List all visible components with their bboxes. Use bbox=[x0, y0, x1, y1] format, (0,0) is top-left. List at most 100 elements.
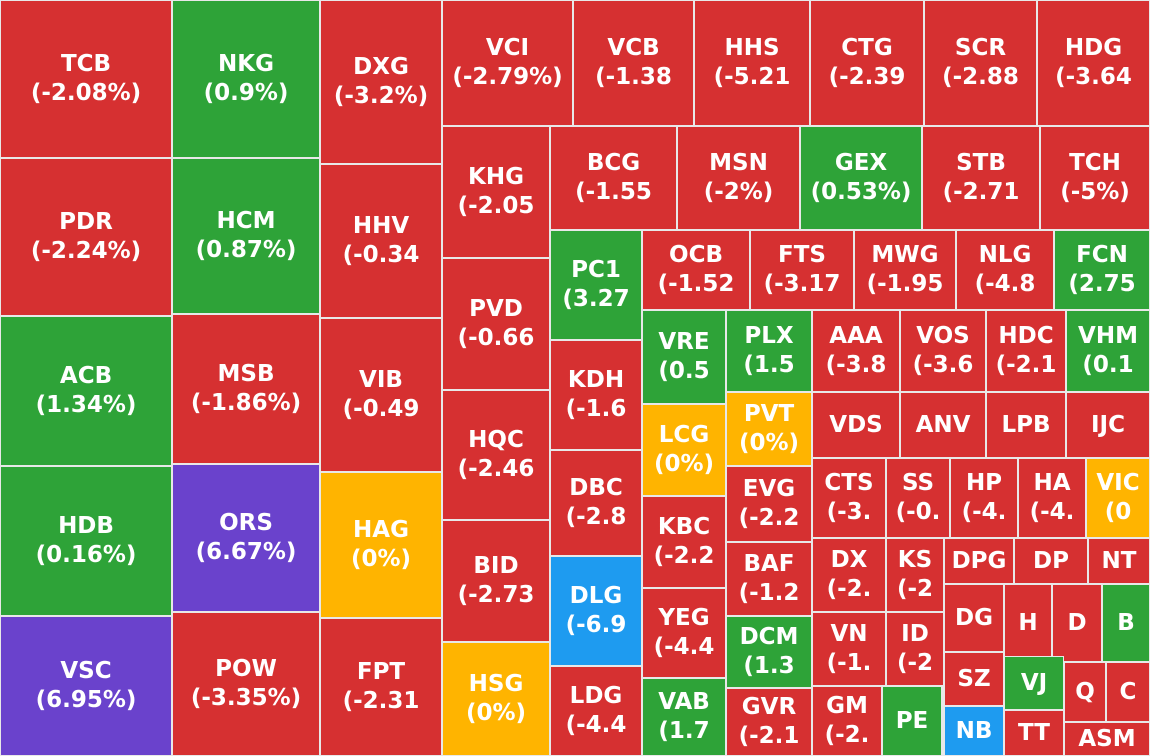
tile-pow[interactable]: POW (-3.35%) bbox=[172, 612, 320, 756]
tile-vab[interactable]: VAB (1.7 bbox=[642, 678, 726, 756]
tile-hqc[interactable]: HQC (-2.46 bbox=[442, 390, 550, 520]
tile-tch[interactable]: TCH (-5%) bbox=[1040, 126, 1150, 230]
tile-change: (-4. bbox=[1029, 499, 1075, 525]
tile-fpt[interactable]: FPT (-2.31 bbox=[320, 618, 442, 756]
tile-vic[interactable]: VIC (0 bbox=[1086, 458, 1150, 538]
tile-dbc[interactable]: DBC (-2.8 bbox=[550, 450, 642, 556]
tile-ticker: NLG bbox=[978, 242, 1032, 268]
tile-anv[interactable]: ANV bbox=[900, 392, 986, 458]
tile-vci[interactable]: VCI (-2.79%) bbox=[442, 0, 573, 126]
tile-ors[interactable]: ORS (6.67%) bbox=[172, 464, 320, 612]
tile-lcg[interactable]: LCG (0%) bbox=[642, 404, 726, 496]
tile-pc1[interactable]: PC1 (3.27 bbox=[550, 230, 642, 340]
tile-hdc[interactable]: HDC (-2.1 bbox=[986, 310, 1066, 392]
tile-vn[interactable]: VN (-1. bbox=[812, 612, 886, 686]
tile-ha[interactable]: HA (-4. bbox=[1018, 458, 1086, 538]
tile-cts[interactable]: CTS (-3. bbox=[812, 458, 886, 538]
tile-kbc[interactable]: KBC (-2.2 bbox=[642, 496, 726, 588]
tile-d[interactable]: D bbox=[1052, 584, 1102, 662]
tile-kdh[interactable]: KDH (-1.6 bbox=[550, 340, 642, 450]
tile-gm[interactable]: GM (-2. bbox=[812, 686, 882, 756]
tile-ticker: BAF bbox=[743, 551, 795, 577]
tile-ticker: TCH bbox=[1069, 150, 1121, 176]
tile-id[interactable]: ID (-2 bbox=[886, 612, 944, 686]
tile-nkg[interactable]: NKG (0.9%) bbox=[172, 0, 320, 158]
tile-dp[interactable]: DP bbox=[1014, 538, 1088, 584]
tile-vcb[interactable]: VCB (-1.38 bbox=[573, 0, 694, 126]
tile-ks[interactable]: KS (-2 bbox=[886, 538, 944, 612]
tile-dg[interactable]: DG bbox=[944, 584, 1004, 652]
tile-stb[interactable]: STB (-2.71 bbox=[922, 126, 1040, 230]
tile-ocb[interactable]: OCB (-1.52 bbox=[642, 230, 750, 310]
tile-bid[interactable]: BID (-2.73 bbox=[442, 520, 550, 642]
tile-hag[interactable]: HAG (0%) bbox=[320, 472, 442, 618]
tile-acb[interactable]: ACB (1.34%) bbox=[0, 316, 172, 466]
tile-msn[interactable]: MSN (-2%) bbox=[677, 126, 800, 230]
tile-vsc[interactable]: VSC (6.95%) bbox=[0, 616, 172, 756]
tile-fts[interactable]: FTS (-3.17 bbox=[750, 230, 854, 310]
tile-ticker: CTS bbox=[824, 470, 874, 496]
tile-evg[interactable]: EVG (-2.2 bbox=[726, 466, 812, 542]
tile-scr[interactable]: SCR (-2.88 bbox=[924, 0, 1037, 126]
tile-gex[interactable]: GEX (0.53%) bbox=[800, 126, 922, 230]
tile-aaa[interactable]: AAA (-3.8 bbox=[812, 310, 900, 392]
tile-dcm[interactable]: DCM (1.3 bbox=[726, 616, 812, 688]
tile-plx[interactable]: PLX (1.5 bbox=[726, 310, 812, 392]
tile-change: (1.7 bbox=[658, 718, 710, 744]
tile-yeg[interactable]: YEG (-4.4 bbox=[642, 588, 726, 678]
tile-pvt[interactable]: PVT (0%) bbox=[726, 392, 812, 466]
tile-ijc[interactable]: IJC bbox=[1066, 392, 1150, 458]
tile-fcn[interactable]: FCN (2.75 bbox=[1054, 230, 1150, 310]
tile-dx[interactable]: DX (-2. bbox=[812, 538, 886, 612]
tile-ticker: HAG bbox=[353, 517, 409, 543]
tile-nlg[interactable]: NLG (-4.8 bbox=[956, 230, 1054, 310]
tile-pdr[interactable]: PDR (-2.24%) bbox=[0, 158, 172, 316]
tile-b[interactable]: B bbox=[1102, 584, 1150, 662]
tile-dxg[interactable]: DXG (-3.2%) bbox=[320, 0, 442, 164]
tile-sz[interactable]: SZ bbox=[944, 652, 1004, 706]
tile-baf[interactable]: BAF (-1.2 bbox=[726, 542, 812, 616]
tile-c[interactable]: C bbox=[1106, 662, 1150, 722]
tile-vds[interactable]: VDS bbox=[812, 392, 900, 458]
tile-vib[interactable]: VIB (-0.49 bbox=[320, 318, 442, 472]
tile-dpg[interactable]: DPG bbox=[944, 538, 1014, 584]
tile-vre[interactable]: VRE (0.5 bbox=[642, 310, 726, 404]
tile-vj[interactable]: VJ bbox=[1004, 656, 1064, 710]
tile-dlg[interactable]: DLG (-6.9 bbox=[550, 556, 642, 666]
tile-gvr[interactable]: GVR (-2.1 bbox=[726, 688, 812, 756]
tile-khg[interactable]: KHG (-2.05 bbox=[442, 126, 550, 258]
tile-tt[interactable]: TT bbox=[1004, 710, 1064, 756]
tile-hdb[interactable]: HDB (0.16%) bbox=[0, 466, 172, 616]
tile-ticker: ORS bbox=[219, 510, 273, 536]
tile-mwg[interactable]: MWG (-1.95 bbox=[854, 230, 956, 310]
tile-q[interactable]: Q bbox=[1064, 662, 1106, 722]
tile-ticker: HP bbox=[965, 470, 1003, 496]
tile-nb[interactable]: NB bbox=[944, 706, 1004, 756]
tile-tcb[interactable]: TCB (-2.08%) bbox=[0, 0, 172, 158]
tile-hcm[interactable]: HCM (0.87%) bbox=[172, 158, 320, 314]
tile-asm[interactable]: ASM bbox=[1064, 722, 1150, 756]
tile-hdg[interactable]: HDG (-3.64 bbox=[1037, 0, 1150, 126]
tile-h[interactable]: H bbox=[1004, 584, 1052, 662]
tile-ldg[interactable]: LDG (-4.4 bbox=[550, 666, 642, 756]
tile-pe[interactable]: PE bbox=[882, 686, 942, 756]
tile-lpb[interactable]: LPB bbox=[986, 392, 1066, 458]
tile-change: (-4. bbox=[961, 499, 1007, 525]
tile-hsg[interactable]: HSG (0%) bbox=[442, 642, 550, 756]
tile-ctg[interactable]: CTG (-2.39 bbox=[810, 0, 924, 126]
tile-hhv[interactable]: HHV (-0.34 bbox=[320, 164, 442, 318]
tile-nt[interactable]: NT bbox=[1088, 538, 1150, 584]
tile-msb[interactable]: MSB (-1.86%) bbox=[172, 314, 320, 464]
tile-ss[interactable]: SS (-0. bbox=[886, 458, 950, 538]
tile-ticker: HHV bbox=[352, 213, 410, 239]
tile-bcg[interactable]: BCG (-1.55 bbox=[550, 126, 677, 230]
tile-ticker: MSN bbox=[709, 150, 768, 176]
tile-change: (-2.71 bbox=[942, 179, 1020, 205]
tile-vos[interactable]: VOS (-3.6 bbox=[900, 310, 986, 392]
tile-ticker: HDG bbox=[1064, 35, 1123, 61]
tile-hhs[interactable]: HHS (-5.21 bbox=[694, 0, 810, 126]
tile-hp[interactable]: HP (-4. bbox=[950, 458, 1018, 538]
tile-pvd[interactable]: PVD (-0.66 bbox=[442, 258, 550, 390]
tile-vhm[interactable]: VHM (0.1 bbox=[1066, 310, 1150, 392]
tile-change: (2.75 bbox=[1068, 271, 1136, 297]
